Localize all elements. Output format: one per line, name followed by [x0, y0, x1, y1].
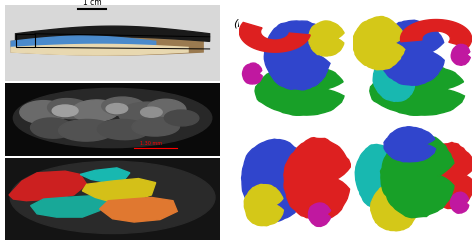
- Polygon shape: [284, 138, 351, 220]
- Polygon shape: [16, 26, 210, 41]
- Polygon shape: [242, 139, 308, 221]
- Ellipse shape: [132, 117, 180, 136]
- Polygon shape: [255, 63, 344, 115]
- Polygon shape: [379, 20, 444, 85]
- Ellipse shape: [164, 110, 199, 126]
- Polygon shape: [11, 36, 155, 48]
- Ellipse shape: [106, 104, 128, 114]
- Polygon shape: [11, 44, 188, 55]
- Ellipse shape: [20, 101, 67, 124]
- Polygon shape: [355, 145, 402, 208]
- Polygon shape: [384, 127, 436, 162]
- Polygon shape: [451, 44, 470, 65]
- Polygon shape: [373, 55, 415, 101]
- Polygon shape: [244, 184, 283, 226]
- Polygon shape: [239, 23, 310, 52]
- Polygon shape: [31, 196, 108, 217]
- Polygon shape: [381, 133, 454, 218]
- Polygon shape: [9, 171, 87, 201]
- Polygon shape: [423, 142, 474, 208]
- Ellipse shape: [59, 120, 115, 141]
- Polygon shape: [100, 197, 177, 222]
- Ellipse shape: [30, 118, 74, 138]
- Polygon shape: [450, 192, 469, 213]
- Ellipse shape: [72, 100, 119, 122]
- Polygon shape: [243, 63, 262, 84]
- Polygon shape: [370, 63, 465, 115]
- Ellipse shape: [97, 120, 149, 140]
- Polygon shape: [264, 21, 330, 90]
- Bar: [16, 34, 35, 48]
- Ellipse shape: [10, 161, 215, 233]
- Polygon shape: [401, 20, 472, 48]
- Polygon shape: [80, 168, 130, 183]
- Ellipse shape: [119, 102, 171, 125]
- Text: 1.30 mm: 1.30 mm: [140, 141, 163, 147]
- Ellipse shape: [141, 107, 162, 117]
- Ellipse shape: [52, 105, 78, 117]
- Text: 1 cm: 1 cm: [83, 0, 101, 7]
- Polygon shape: [353, 16, 405, 70]
- Polygon shape: [309, 21, 344, 56]
- Text: (b): (b): [233, 18, 249, 28]
- Polygon shape: [11, 35, 203, 55]
- Ellipse shape: [147, 99, 186, 119]
- Polygon shape: [371, 184, 418, 231]
- Polygon shape: [309, 203, 330, 226]
- Polygon shape: [82, 179, 155, 202]
- Ellipse shape: [47, 98, 91, 119]
- Ellipse shape: [13, 88, 212, 148]
- Ellipse shape: [102, 97, 145, 116]
